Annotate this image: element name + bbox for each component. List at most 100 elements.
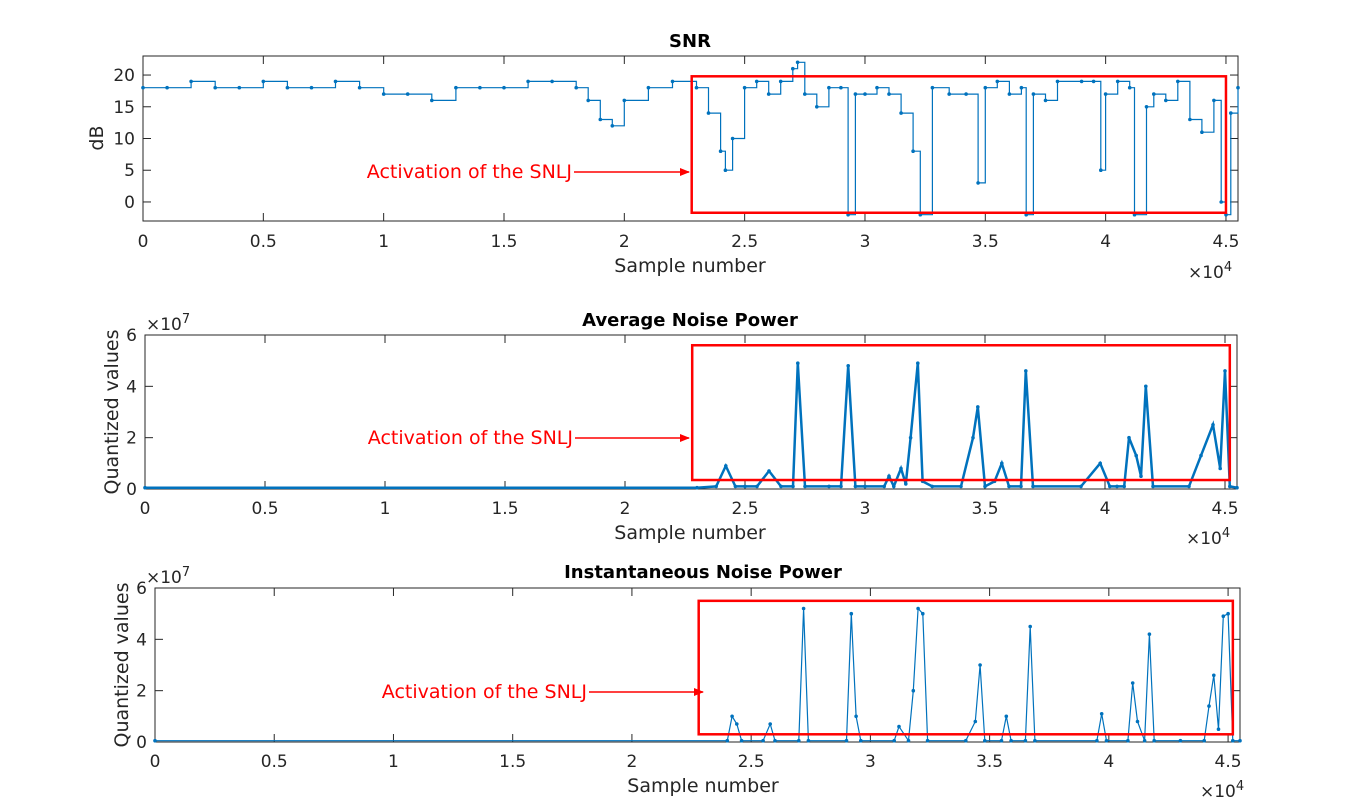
data-point — [1079, 484, 1083, 489]
data-point — [846, 364, 850, 368]
data-point — [1223, 369, 1227, 373]
data-point — [1229, 111, 1233, 115]
data-point — [706, 111, 711, 115]
x-tick-label: 1 — [388, 752, 399, 772]
y-tick-label: 5 — [124, 161, 135, 181]
x-tick-label: 3 — [860, 232, 871, 252]
data-point — [779, 484, 783, 489]
data-point — [959, 484, 963, 489]
series-layer — [141, 60, 1240, 217]
x-tick-label: 4.5 — [1212, 232, 1239, 252]
x-tick-label: 1 — [378, 232, 389, 252]
data-point — [718, 149, 723, 153]
y-tick-label: 6 — [126, 326, 137, 346]
data-point — [1211, 423, 1215, 427]
data-point — [189, 79, 193, 84]
data-point — [1098, 461, 1102, 466]
data-point — [999, 738, 1004, 743]
data-point — [773, 738, 777, 743]
data-point — [1028, 624, 1032, 629]
data-point — [526, 79, 530, 84]
data-point — [478, 85, 482, 90]
x-tick-label: 0 — [150, 752, 161, 772]
data-point — [1024, 369, 1028, 373]
data-point — [806, 738, 811, 743]
series-layer — [153, 606, 1242, 743]
data-point — [1009, 738, 1013, 743]
data-point — [1144, 105, 1149, 109]
x-tick-label: 1.5 — [491, 499, 518, 519]
data-point — [1207, 704, 1211, 708]
data-point — [971, 435, 975, 440]
data-point — [743, 484, 747, 489]
data-point — [1218, 466, 1222, 471]
data-point — [730, 714, 734, 719]
data-point — [1135, 719, 1140, 724]
data-point — [143, 485, 147, 490]
data-point — [839, 484, 843, 489]
x-tick-label: 0.5 — [250, 232, 277, 252]
data-point — [1127, 85, 1132, 90]
y-ticks: 6 4 2 0 — [126, 326, 1237, 500]
y-tick-label: 2 — [126, 429, 137, 449]
data-point — [213, 85, 217, 90]
x-tick-label: 0 — [140, 499, 151, 519]
data-point — [761, 738, 765, 743]
annotation-text: Activation of the SNLJ — [368, 427, 573, 449]
data-point — [1199, 453, 1203, 458]
data-point — [622, 98, 627, 103]
y-axis-label: Quantized values — [111, 583, 133, 748]
x-multiplier: ×104 — [1186, 526, 1230, 549]
data-point — [1108, 484, 1112, 489]
chart-title: Instantaneous Noise Power — [564, 562, 842, 583]
data-point — [1023, 738, 1028, 743]
x-ticks: 0 0.5 1 1.5 2 2.5 3 3.5 4 4.5 — [140, 335, 1239, 519]
data-point — [1139, 474, 1143, 479]
data-point — [1115, 79, 1120, 84]
data-point — [1079, 79, 1084, 84]
data-point — [1226, 611, 1230, 616]
data-point — [964, 738, 968, 743]
snr-panel: SNR Sample number dB ×104 0 0.5 1 1.5 2 2.5 3 3… — [86, 31, 1240, 283]
data-point — [892, 738, 896, 743]
x-ticks: 0 0.5 1 1.5 2 2.5 3 3.5 4 4.5 — [138, 56, 1239, 252]
data-point — [670, 79, 675, 84]
data-point — [502, 85, 506, 90]
data-point — [1202, 738, 1206, 743]
y-tick-label: 4 — [126, 377, 137, 397]
data-point — [1147, 632, 1152, 636]
data-point — [333, 79, 338, 84]
highlight-box — [697, 599, 1235, 736]
data-point — [1126, 738, 1130, 743]
data-point — [853, 92, 858, 96]
data-point — [844, 738, 849, 743]
data-point — [1152, 738, 1156, 743]
data-point — [739, 738, 744, 743]
x-tick-label: 0.5 — [261, 752, 288, 772]
data-point — [983, 738, 987, 743]
data-point — [803, 92, 807, 96]
data-point — [695, 485, 699, 490]
y-tick-label: 20 — [113, 66, 135, 86]
x-tick-label: 1.5 — [499, 752, 526, 772]
data-point — [976, 405, 980, 409]
data-point — [309, 85, 314, 90]
data-point — [983, 484, 987, 489]
data-point — [357, 85, 362, 90]
annotation-text: Activation of the SNLJ — [367, 161, 572, 183]
data-point — [1164, 98, 1168, 103]
data-point — [1212, 98, 1216, 103]
x-tick-label: 0 — [138, 232, 149, 252]
y-ticks: 20 15 10 5 0 — [113, 66, 1238, 213]
x-multiplier: ×104 — [1188, 260, 1232, 283]
x-tick-label: 4.5 — [1211, 499, 1238, 519]
y-tick-label: 10 — [113, 130, 135, 150]
data-point — [911, 149, 915, 153]
data-point — [1000, 461, 1004, 466]
data-point — [1228, 484, 1232, 489]
data-point — [897, 724, 901, 729]
x-tick-label: 2 — [627, 752, 638, 772]
data-point — [1212, 673, 1216, 678]
data-point — [1238, 738, 1242, 743]
